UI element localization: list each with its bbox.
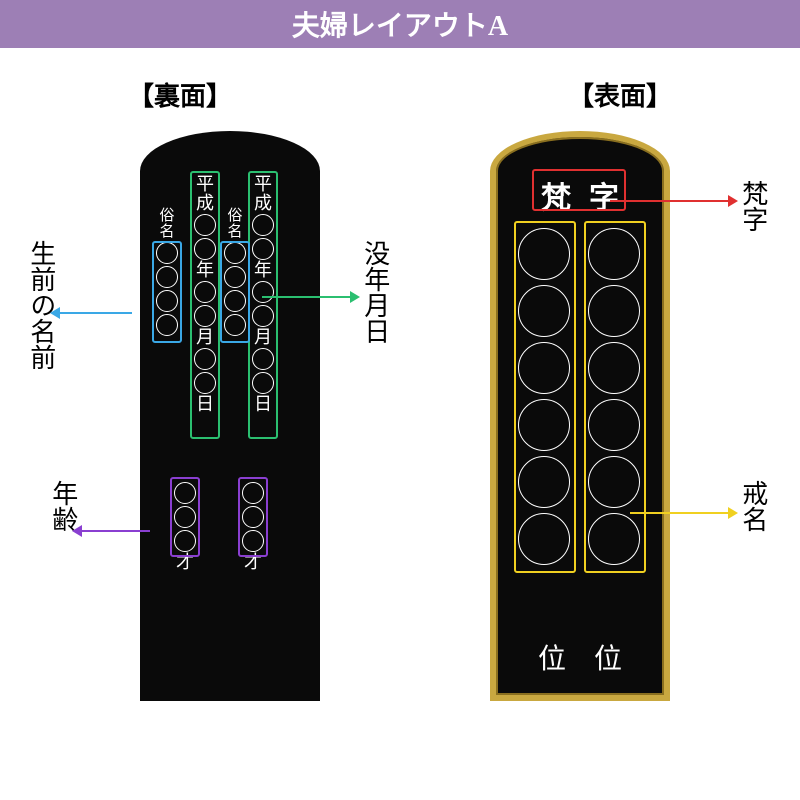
box-bonji — [532, 169, 626, 211]
subtitle-row: 【裏面】 【表面】 — [0, 76, 800, 113]
anno-bonji: 梵字 — [736, 180, 770, 232]
box-age-left — [170, 477, 200, 557]
box-kaimyo-left — [514, 221, 576, 573]
box-kaimyo-right — [584, 221, 646, 573]
title-text: 夫婦レイアウトA — [292, 4, 508, 44]
zokumyo-header-char: 俗 — [227, 209, 242, 225]
title-bar: 夫婦レイアウトA — [0, 0, 800, 48]
tablet-front: 梵 字 位 位 — [490, 131, 670, 701]
anno-kaimyo: 戒名 — [736, 480, 770, 532]
tablet-back: 平 成 年 月 日 平 成 年 月 日 俗 — [140, 131, 320, 701]
box-zokumyo-right — [220, 241, 250, 343]
subtitle-front: 【表面】 — [568, 76, 672, 113]
anno-seizen: 生前の名前 — [24, 240, 58, 370]
box-date-left — [190, 171, 220, 439]
anno-botsunen: 没年月日 — [358, 240, 392, 344]
panels: 平 成 年 月 日 平 成 年 月 日 俗 — [0, 131, 800, 701]
zokumyo-header-char: 俗 — [159, 209, 174, 225]
box-zokumyo-left — [152, 241, 182, 343]
front-kurai-row: 位 位 — [538, 637, 622, 677]
zokumyo-header-char: 名 — [159, 225, 174, 241]
subtitle-back: 【裏面】 — [128, 76, 232, 113]
zokumyo-header-char: 名 — [227, 225, 242, 241]
box-date-right — [248, 171, 278, 439]
box-age-right — [238, 477, 268, 557]
kurai-char: 位 — [538, 637, 566, 677]
kurai-char: 位 — [594, 637, 622, 677]
